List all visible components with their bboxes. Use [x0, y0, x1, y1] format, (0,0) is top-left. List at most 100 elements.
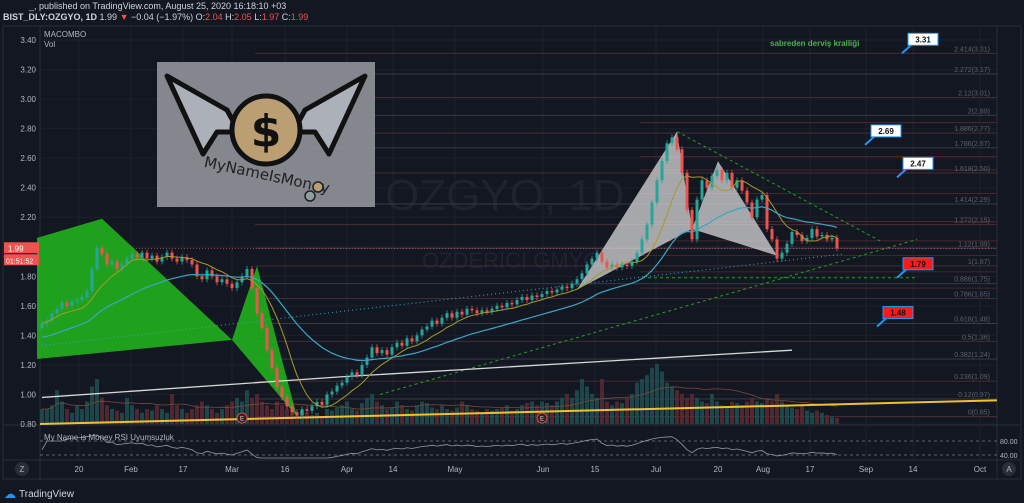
volume-bar [455, 407, 459, 424]
candle-body [605, 261, 609, 268]
earnings-marker[interactable] [236, 412, 248, 424]
volume-bar [535, 405, 539, 424]
fib-label: 0(0.85) [968, 410, 990, 417]
price-axis[interactable]: 3.403.203.002.802.602.402.202.001.801.60… [4, 36, 39, 429]
callout-text: 1.48 [890, 309, 906, 318]
volume-bar [835, 418, 839, 424]
volume-bar [260, 401, 264, 424]
candle-body [290, 406, 294, 413]
price-tick: 3.20 [20, 66, 36, 75]
time-axis[interactable]: 20 Feb 17 Mar 16 Apr 14 May Jun 15 Jul 20 Aug 17 Sep 14… [75, 465, 987, 474]
volume-bar [670, 386, 674, 424]
time-tick: 17 [179, 465, 188, 474]
candle-body [530, 295, 534, 300]
candle-body [695, 199, 699, 240]
candle-body [680, 149, 684, 173]
volume-bar [785, 405, 789, 424]
volume-bar [145, 409, 149, 424]
candle-body [630, 261, 634, 266]
volume-bar [315, 412, 319, 424]
candle-body [175, 258, 179, 262]
volume-bar [805, 410, 809, 424]
auto-scale-button[interactable] [1002, 462, 1016, 476]
volume-bar [450, 410, 454, 424]
candle-body [450, 313, 454, 318]
publish-info: _, published on TradingView.com, August … [29, 1, 287, 11]
fib-label: 1.414(2.29) [954, 197, 990, 204]
callout-box[interactable] [907, 32, 939, 46]
annotation-text[interactable]: sabreden derviş kralliği [770, 39, 859, 48]
candle-body [710, 175, 714, 188]
green-harmonic-pattern[interactable] [37, 218, 232, 360]
volume-bar [725, 407, 729, 424]
price-tick: 2.80 [20, 125, 36, 134]
volume-bar [675, 390, 679, 424]
candle-body [500, 305, 504, 308]
volume-bar [800, 405, 804, 424]
indicator-label[interactable]: MACOMBO [44, 30, 86, 39]
fib-label: 2.272(3.17) [954, 67, 990, 74]
candle-body [480, 310, 484, 314]
zoom-button-label[interactable]: Z [20, 465, 25, 474]
long-trend-line[interactable] [39, 399, 998, 426]
callout-box[interactable] [870, 124, 902, 138]
candle-body [510, 302, 514, 305]
candle-body [70, 301, 74, 306]
green-harmonic-pattern[interactable] [232, 265, 297, 417]
symbol-name[interactable]: BIST_DLY:OZGYO, 1D [3, 12, 98, 22]
volume-bar [505, 405, 509, 424]
candle-body [540, 294, 544, 297]
price-change: −0.04 (−1.97%) [131, 12, 194, 22]
callout-box[interactable] [882, 306, 914, 320]
gray-harmonic-pattern[interactable] [692, 161, 777, 256]
candle-body [650, 202, 654, 225]
candle-body [560, 286, 564, 290]
price-tick: 3.40 [20, 36, 36, 45]
last-price: 1.99 [99, 12, 118, 22]
volume-bar [270, 409, 274, 424]
volume-bar [790, 407, 794, 424]
auto-scale-label[interactable]: A [1006, 465, 1012, 474]
fib-label: 2(2.89) [968, 108, 990, 115]
candle-body [810, 229, 814, 238]
volume-bar [345, 401, 349, 424]
time-tick: May [447, 465, 462, 474]
volume-bar [710, 394, 714, 424]
candle-body [385, 350, 389, 355]
downtrend-line[interactable] [676, 131, 881, 242]
earnings-label: E [540, 417, 544, 423]
callouts[interactable]: 3.31 2.69 2.47 1.79 1.48 [864, 32, 939, 328]
candle-body [445, 313, 449, 318]
volume-bar [195, 405, 199, 424]
time-tick: Aug [756, 465, 770, 474]
volume-bar [545, 403, 549, 424]
volume-bar [605, 401, 609, 424]
candle-body [50, 313, 54, 321]
fib-label: 1.786(2.67) [954, 141, 990, 148]
volume-bar [720, 405, 724, 424]
volume-bar [740, 405, 744, 424]
close-value: 1.99 [290, 12, 309, 22]
volume-bar [40, 409, 44, 424]
tradingview-brand[interactable]: ☁ TradingView [4, 487, 74, 501]
volume-bar [280, 405, 284, 424]
time-tick: Feb [124, 465, 138, 474]
volume-label[interactable]: Vol [44, 40, 55, 49]
volume-bar [690, 394, 694, 424]
zoom-button[interactable] [15, 462, 29, 476]
rsi-title[interactable]: My Name is Money RSI Uyumsuzluk [44, 433, 175, 442]
candle-body [320, 401, 324, 405]
candle-body [60, 302, 64, 309]
callout-box[interactable] [902, 257, 934, 271]
candle-body [100, 248, 104, 255]
volume-bar [650, 367, 654, 424]
volume-bar [310, 415, 314, 424]
candle-body [300, 409, 304, 416]
volume-bar [340, 405, 344, 424]
fib-label: 1.272(2.15) [954, 218, 990, 225]
time-tick: Mar [225, 465, 239, 474]
callout-box[interactable] [902, 156, 934, 170]
earnings-marker[interactable] [536, 412, 548, 424]
